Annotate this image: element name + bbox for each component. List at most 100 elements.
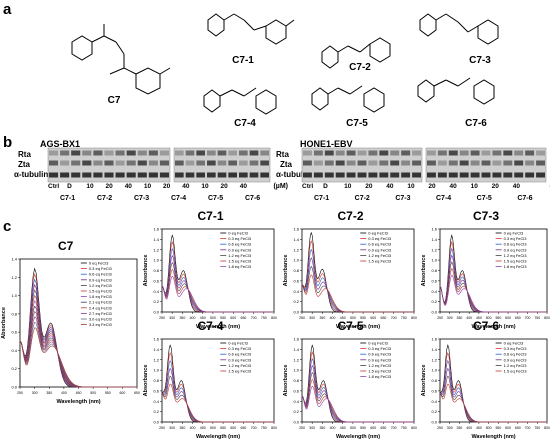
x-tick-label: 600	[370, 316, 376, 320]
x-tick-label: 750	[261, 426, 267, 430]
x-tick-label: 300	[309, 316, 315, 320]
spectrum-chart: 250 300 350 400 450 500 550 600 650 700 750 800 0.0 0…	[283, 227, 417, 331]
gel-band	[104, 150, 114, 156]
x-tick-label: 700	[391, 426, 397, 430]
gel-band	[448, 160, 458, 166]
gel-band	[196, 150, 205, 156]
y-tick-label: 0.8	[293, 268, 299, 273]
legend-entry: 1.5 eq FeCl3	[228, 369, 252, 374]
blot-row-label: Zta	[18, 160, 30, 169]
series-line	[161, 367, 274, 423]
gel-band	[481, 160, 491, 166]
lane-label: 40	[239, 183, 247, 190]
series-line	[301, 344, 414, 423]
legend-entry: 0 eq FeCl3	[228, 341, 248, 346]
gel-band	[335, 160, 345, 166]
x-tick-label: 450	[76, 391, 82, 395]
gel-band	[470, 150, 480, 156]
y-tick-label: 0.2	[153, 409, 159, 414]
legend-entry: 1.8 eq FeCl3	[89, 294, 113, 299]
x-axis-label: Wavelength (nm)	[336, 434, 380, 440]
legend-entry: 0.6 eq FeCl3	[89, 272, 113, 277]
y-tick-label: 1.2	[293, 357, 299, 362]
series-line	[161, 254, 274, 313]
gel-band	[239, 160, 248, 166]
series-line	[439, 367, 547, 423]
series-line	[301, 371, 414, 423]
gel-band	[228, 172, 237, 178]
compound-label-c7-5: C7-5	[346, 118, 368, 129]
structure-c7-4	[203, 87, 277, 115]
x-tick-label: 400	[330, 426, 336, 430]
x-tick-label: 700	[525, 316, 531, 320]
gel-band	[159, 150, 169, 156]
series-line	[439, 344, 547, 423]
y-tick-label: 1.2	[153, 357, 159, 362]
legend-entry: 0.3 eq FeCl3	[504, 236, 528, 241]
legend-entry: 0 eq FeCl3	[368, 231, 388, 236]
gel-band	[324, 172, 334, 178]
gel-band	[379, 150, 389, 156]
x-tick-label: 450	[476, 426, 482, 430]
y-tick-label: 0.4	[293, 399, 299, 404]
x-tick-label: 500	[486, 426, 492, 430]
blot-title-hone: HONE1-EBV	[300, 139, 353, 149]
gel-band	[346, 150, 356, 156]
y-axis-label: Absorbance	[143, 255, 149, 287]
compound-label-c7-4: C7-4	[234, 118, 256, 129]
y-tick-label: 1.6	[293, 227, 299, 232]
legend-entry: 1.5 eq FeCl3	[89, 289, 113, 294]
x-axis-label: Wavelength (nm)	[471, 324, 515, 330]
x-tick-label: 300	[169, 316, 175, 320]
lane-label: 40	[449, 183, 457, 190]
y-tick-label: 1.4	[293, 347, 299, 352]
legend-entry: 1.5 eq FeCl3	[368, 259, 392, 264]
blot-row-label: Rta	[18, 150, 31, 159]
series-line	[161, 234, 274, 313]
blot-row-label: α-tubulin	[14, 170, 49, 179]
gel-band	[228, 150, 237, 156]
series-line	[439, 274, 547, 313]
gel-band	[260, 150, 269, 156]
legend-entry: 0.3 eq FeCl3	[228, 346, 252, 351]
gel-band	[260, 172, 269, 178]
x-tick-label: 750	[401, 316, 407, 320]
y-tick-label: 0.4	[293, 289, 299, 294]
series-line	[301, 351, 414, 423]
gel-band	[427, 150, 436, 156]
x-tick-label: 400	[190, 316, 196, 320]
series-line	[301, 364, 414, 423]
lane-group-label: C7-6	[245, 195, 261, 202]
x-tick-label: 500	[350, 426, 356, 430]
gel-band	[313, 160, 323, 166]
legend-entry: 0.3 eq FeCl3	[89, 266, 113, 271]
lane-label: Ctrl	[302, 183, 314, 190]
series-line	[19, 300, 137, 388]
series-line	[161, 383, 274, 423]
lane-label: 40	[182, 183, 190, 190]
gel-band	[93, 172, 103, 178]
x-tick-label: 550	[495, 316, 501, 320]
y-tick-label: 1.2	[431, 357, 437, 362]
spectrum-chart: 250 300 350 400 450 500 550 600 650 700 750 800 0.0 0…	[143, 337, 277, 441]
x-tick-label: 700	[251, 316, 257, 320]
blot-row-label: α-tubulin	[276, 170, 311, 179]
y-tick-label: 0.0	[153, 310, 159, 315]
x-tick-label: 600	[370, 426, 376, 430]
y-tick-label: 0.6	[431, 278, 437, 283]
legend-entry: 1.8 eq FeCl3	[228, 264, 252, 269]
x-tick-label: 650	[381, 426, 387, 430]
x-tick-label: 800	[544, 426, 550, 430]
series-line	[19, 289, 137, 388]
x-tick-label: 600	[230, 426, 236, 430]
y-tick-label: 0.6	[293, 388, 299, 393]
gel-band	[239, 150, 248, 156]
legend-entry: 0.9 eq FeCl3	[89, 277, 113, 282]
gel-band	[175, 150, 184, 156]
x-tick-label: 350	[46, 391, 52, 395]
gel-band	[503, 160, 513, 166]
gel-band	[49, 172, 59, 178]
gel-band	[93, 160, 103, 166]
legend-entry: 0 eq FeCl3	[228, 231, 248, 236]
